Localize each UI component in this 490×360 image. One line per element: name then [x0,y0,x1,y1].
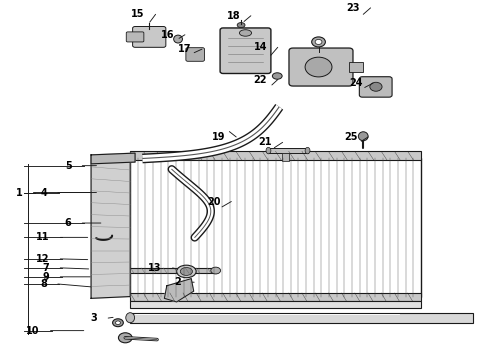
Text: 3: 3 [91,313,98,323]
Bar [130,158,421,297]
Text: 25: 25 [344,132,357,142]
Ellipse shape [305,147,310,154]
Ellipse shape [126,313,135,323]
Text: 4: 4 [40,188,47,198]
Ellipse shape [101,257,111,264]
Text: 15: 15 [131,9,145,19]
Polygon shape [91,153,135,164]
Text: 17: 17 [178,44,191,54]
Text: 21: 21 [258,138,272,147]
Bar [349,62,363,72]
Text: 18: 18 [226,11,240,21]
Text: 20: 20 [207,197,220,207]
Ellipse shape [315,40,322,44]
Text: 1: 1 [16,188,23,198]
Text: 14: 14 [253,42,267,52]
Ellipse shape [173,35,182,43]
Ellipse shape [240,30,251,36]
Ellipse shape [180,267,193,275]
Text: 22: 22 [253,75,267,85]
Ellipse shape [113,319,123,327]
Text: 7: 7 [43,263,49,273]
Text: 2: 2 [175,277,181,287]
Ellipse shape [370,82,382,91]
Text: 8: 8 [40,279,47,289]
Polygon shape [164,279,194,302]
Ellipse shape [119,333,132,343]
Ellipse shape [305,57,332,77]
FancyBboxPatch shape [359,77,392,97]
Ellipse shape [237,23,245,28]
FancyBboxPatch shape [186,48,204,61]
Text: 16: 16 [161,30,174,40]
Bar [269,148,308,153]
Ellipse shape [358,132,368,141]
Bar [130,301,421,309]
Bar [130,293,421,301]
Text: 13: 13 [148,263,162,273]
Text: 12: 12 [36,254,49,264]
Text: 6: 6 [65,218,72,228]
Ellipse shape [176,265,196,278]
Bar [282,153,290,161]
Polygon shape [91,155,130,298]
FancyBboxPatch shape [220,28,271,73]
Text: 11: 11 [36,232,49,242]
Text: 19: 19 [212,132,225,142]
Ellipse shape [93,231,104,239]
FancyBboxPatch shape [126,32,144,42]
Ellipse shape [312,37,325,47]
Bar [128,268,216,273]
Text: 10: 10 [26,325,40,336]
Text: 24: 24 [349,78,362,88]
Ellipse shape [116,321,121,324]
Ellipse shape [211,267,220,274]
Ellipse shape [272,73,282,79]
Bar [130,313,473,323]
Text: 5: 5 [65,161,72,171]
Ellipse shape [266,147,271,154]
FancyBboxPatch shape [289,48,353,86]
Text: 23: 23 [346,3,360,13]
FancyBboxPatch shape [133,27,166,47]
Bar [130,151,421,160]
Text: 9: 9 [43,272,49,282]
